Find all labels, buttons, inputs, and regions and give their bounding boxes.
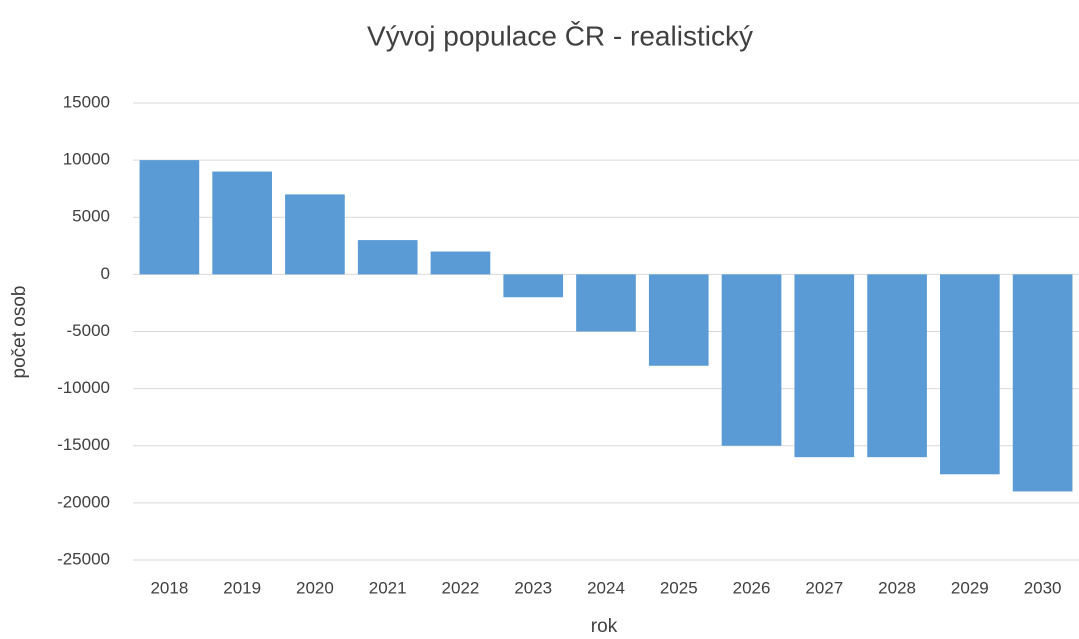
x-tick-label: 2022	[442, 578, 480, 597]
x-tick-label: 2020	[296, 578, 334, 597]
y-tick-label: 10000	[63, 150, 110, 169]
y-tick-label: -5000	[67, 321, 110, 340]
y-axis-label: počet osob	[9, 286, 30, 379]
x-tick-label: 2024	[587, 578, 625, 597]
y-tick-label: 15000	[63, 92, 110, 111]
bar	[940, 274, 1000, 475]
bar	[357, 240, 418, 275]
x-tick-label: 2028	[878, 578, 916, 597]
bar	[648, 274, 709, 366]
bar	[212, 171, 272, 275]
bar	[430, 251, 491, 275]
bar	[1012, 274, 1073, 492]
x-tick-label: 2023	[514, 578, 552, 597]
bar	[794, 274, 855, 458]
bar	[285, 194, 345, 275]
y-tick-label: -20000	[57, 492, 110, 511]
y-tick-label: -10000	[57, 378, 110, 397]
y-tick-label: -15000	[57, 435, 110, 454]
x-tick-label: 2026	[733, 578, 771, 597]
y-tick-label: 5000	[72, 207, 110, 226]
x-axis-label: rok	[591, 616, 618, 637]
bar	[576, 274, 636, 332]
bar	[867, 274, 927, 458]
x-tick-label: 2027	[805, 578, 843, 597]
y-tick-label: 0	[101, 264, 110, 283]
x-tick-label: 2025	[660, 578, 698, 597]
x-tick-label: 2029	[951, 578, 989, 597]
bar	[721, 274, 782, 446]
x-tick-label: 2030	[1024, 578, 1062, 597]
y-tick-label: -25000	[57, 549, 110, 568]
chart-title: Vývoj populace ČR - realistický	[367, 20, 753, 51]
x-tick-label: 2021	[369, 578, 407, 597]
bar	[139, 160, 200, 275]
x-tick-label: 2018	[150, 578, 188, 597]
bar	[503, 274, 564, 298]
x-tick-label: 2019	[223, 578, 261, 597]
